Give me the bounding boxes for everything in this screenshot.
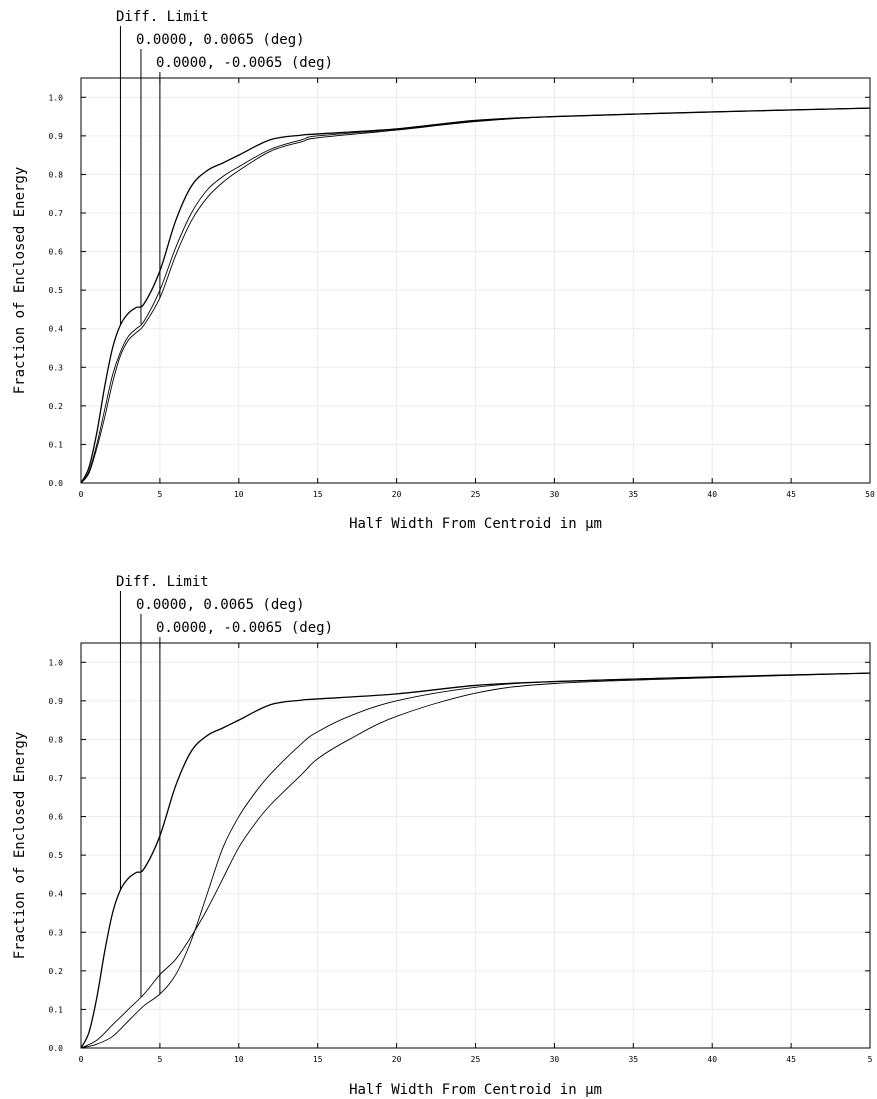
x-axis-title: Half Width From Centroid in µm (349, 516, 602, 532)
x-tick-label: 15 (313, 1055, 323, 1064)
y-tick-label: 0.8 (49, 170, 64, 179)
x-tick-label: 50 (865, 490, 875, 499)
x-tick-label: 5 (157, 490, 162, 499)
gridlines (80, 78, 871, 484)
x-tick-label: 0 (79, 1055, 84, 1064)
series-line-3 (80, 107, 871, 484)
legend-label-3: 0.0000, -0.0065 (deg) (156, 55, 333, 71)
y-tick-label: 0.1 (49, 440, 64, 449)
y-tick-label: 0.2 (49, 967, 64, 976)
x-tick-label: 5 (868, 1055, 873, 1064)
x-tick-label: 40 (707, 1055, 717, 1064)
y-tick-label: 0.5 (49, 286, 64, 295)
legend-label-1: Diff. Limit (116, 9, 209, 25)
x-tick-label: 20 (392, 1055, 402, 1064)
x-tick-label: 35 (628, 1055, 638, 1064)
y-tick-label: 0.6 (49, 248, 64, 257)
series-line-1 (80, 107, 871, 484)
legend-label-1: Diff. Limit (116, 574, 209, 590)
y-tick-label: 1.0 (49, 93, 64, 102)
series-line-2 (80, 672, 871, 1049)
x-tick-label: 10 (234, 1055, 244, 1064)
y-tick-label: 0.2 (49, 402, 64, 411)
series-line-3 (80, 672, 871, 1049)
y-tick-label: 0.3 (49, 363, 64, 372)
y-tick-label: 0.3 (49, 928, 64, 937)
x-tick-label: 5 (157, 1055, 162, 1064)
y-tick-label: 1.0 (49, 658, 64, 667)
x-tick-label: 10 (234, 490, 244, 499)
x-tick-label: 20 (392, 490, 402, 499)
y-tick-label: 0.7 (49, 209, 64, 218)
legend-label-2: 0.0000, 0.0065 (deg) (136, 597, 305, 613)
y-tick-label: 0.0 (49, 479, 64, 488)
chart-2: 0 5 10 15 20 25 30 35 40 45 5 0.0 0.1 0.2 0.3 0.4 0.5 0.6… (12, 574, 873, 1098)
gridlines (80, 643, 871, 1049)
x-tick-label: 25 (471, 490, 481, 499)
y-axis-title: Fraction of Enclosed Energy (12, 732, 28, 960)
legend-label-2: 0.0000, 0.0065 (deg) (136, 32, 305, 48)
y-tick-label: 0.4 (49, 890, 64, 899)
x-tick-label: 25 (471, 1055, 481, 1064)
y-tick-label: 0.9 (49, 697, 64, 706)
x-tick-label: 40 (707, 490, 717, 499)
x-tick-label: 45 (786, 490, 796, 499)
y-tick-label: 0.6 (49, 813, 64, 822)
y-tick-label: 0.9 (49, 132, 64, 141)
x-tick-label: 45 (786, 1055, 796, 1064)
x-tick-label: 0 (79, 490, 84, 499)
x-tick-label: 30 (550, 1055, 560, 1064)
y-tick-label: 0.4 (49, 325, 64, 334)
x-tick-label: 15 (313, 490, 323, 499)
x-tick-label: 30 (550, 490, 560, 499)
legend-label-3: 0.0000, -0.0065 (deg) (156, 620, 333, 636)
chart-1: 0 5 10 15 20 25 30 35 40 45 50 0.0 0.1 0.2 0.3 0.4 0.5 0.… (12, 9, 875, 532)
y-tick-label: 0.8 (49, 735, 64, 744)
y-tick-label: 0.7 (49, 774, 64, 783)
y-tick-label: 0.1 (49, 1005, 64, 1014)
x-axis-title: Half Width From Centroid in µm (349, 1082, 602, 1098)
x-tick-label: 35 (628, 490, 638, 499)
series-line-1 (80, 672, 871, 1049)
y-axis-title: Fraction of Enclosed Energy (12, 167, 28, 395)
y-tick-label: 0.0 (49, 1044, 64, 1053)
y-tick-label: 0.5 (49, 851, 64, 860)
